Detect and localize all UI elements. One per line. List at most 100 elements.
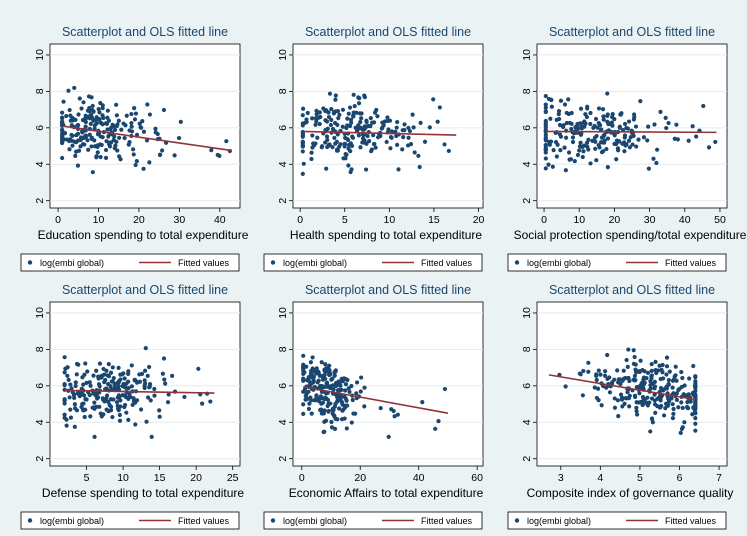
scatter-point [577, 148, 582, 153]
legend-label-line: Fitted values [421, 258, 473, 268]
scatter-point [671, 406, 676, 412]
scatter-point [602, 133, 607, 138]
scatter-point [310, 145, 315, 150]
legend-marker-symbol [514, 260, 520, 265]
fitted-line [303, 385, 449, 414]
scatter-point [417, 164, 422, 170]
scatter-point [320, 377, 326, 382]
y-tick-label: 10 [521, 307, 533, 319]
scatter-point [106, 399, 111, 405]
x-tick-label: 0 [299, 472, 305, 484]
scatter-point [553, 140, 559, 145]
x-axis-label: Social protection spending/total expendi… [514, 228, 747, 242]
scatter-point [659, 387, 665, 392]
scatter-point [349, 120, 354, 125]
scatter-point [316, 378, 321, 383]
scatter-point [665, 402, 671, 408]
scatter-point [304, 117, 309, 122]
scatter-point [666, 399, 672, 404]
scatter-point [345, 116, 350, 121]
scatter-point [675, 137, 680, 142]
scatter-point [69, 138, 75, 143]
scatter-point [682, 420, 687, 425]
scatter-point [142, 368, 148, 373]
scatter-point [319, 360, 324, 365]
scatter-point [612, 396, 617, 401]
scatter-point [333, 382, 338, 388]
scatter-point [670, 416, 676, 421]
scatter-point [693, 416, 698, 421]
scatter-point [308, 360, 313, 365]
scatter-point [391, 408, 396, 414]
scatter-point [133, 111, 139, 116]
scatter-point [651, 156, 656, 161]
scatter-point [75, 391, 81, 396]
x-tick-label: 5 [637, 472, 643, 484]
y-tick-label: 2 [34, 198, 46, 204]
scatter-point [301, 106, 306, 111]
scatter-point [172, 153, 177, 158]
scatter-point [97, 361, 103, 366]
scatter-point [215, 152, 220, 158]
scatter-point [139, 371, 145, 376]
scatter-point [302, 120, 308, 126]
scatter-point [416, 153, 421, 158]
x-tick-label: 5 [84, 472, 90, 484]
scatter-point [690, 412, 695, 417]
scatter-point [165, 400, 171, 405]
scatter-point [645, 138, 650, 143]
scatter-point [343, 403, 348, 408]
scatter-point [319, 411, 324, 416]
scatter-point [65, 365, 70, 370]
legend-marker-symbol [27, 260, 33, 265]
scatter-point [713, 139, 718, 145]
scatter-point [310, 366, 315, 371]
scatter-point [674, 391, 679, 396]
scatter-point [701, 103, 706, 109]
scatter-point [88, 121, 93, 126]
scatter-point [671, 391, 676, 396]
scatter-point [618, 112, 623, 117]
scatter-point [305, 110, 310, 116]
scatter-point [101, 366, 106, 372]
y-tick-label: 8 [277, 88, 289, 94]
scatter-point [310, 133, 315, 138]
scatter-point [332, 373, 337, 378]
scatter-point [105, 115, 110, 120]
scatter-point [581, 368, 586, 374]
scatter-point [584, 140, 590, 145]
chart-panel-6: Scatterplot and OLS fitted line 2 4 6 8 10 3 4 5… [507, 283, 733, 530]
y-tick-label: 2 [277, 198, 289, 204]
chart-title: Scatterplot and OLS fitted line [549, 283, 715, 297]
scatter-point [388, 146, 393, 151]
scatter-point [70, 143, 75, 148]
scatter-point [626, 138, 632, 143]
scatter-point [625, 364, 630, 369]
scatter-point [328, 122, 334, 128]
scatter-point [666, 120, 671, 126]
scatter-point [358, 120, 363, 125]
scatter-point [641, 377, 646, 382]
scatter-point [75, 163, 81, 168]
scatter-point [306, 406, 312, 411]
scatter-point [129, 129, 135, 134]
scatter-point [634, 384, 639, 390]
scatter-point [615, 398, 621, 403]
scatter-point [300, 149, 305, 154]
legend-label-markers: log(embi global) [527, 516, 591, 526]
scatter-point [124, 113, 129, 118]
scatter-point [95, 396, 100, 401]
scatter-point [116, 118, 121, 123]
chart-title: Scatterplot and OLS fitted line [305, 283, 471, 297]
scatter-point [658, 398, 663, 403]
scatter-point [319, 407, 324, 412]
scatter-point [646, 166, 651, 171]
scatter-point [638, 399, 643, 405]
scatter-point [127, 392, 132, 397]
scatter-point [395, 412, 400, 417]
scatter-point [330, 406, 335, 411]
scatter-point [102, 399, 107, 404]
scatter-point [300, 113, 305, 118]
scatter-point [586, 369, 591, 374]
scatter-point [371, 120, 377, 125]
